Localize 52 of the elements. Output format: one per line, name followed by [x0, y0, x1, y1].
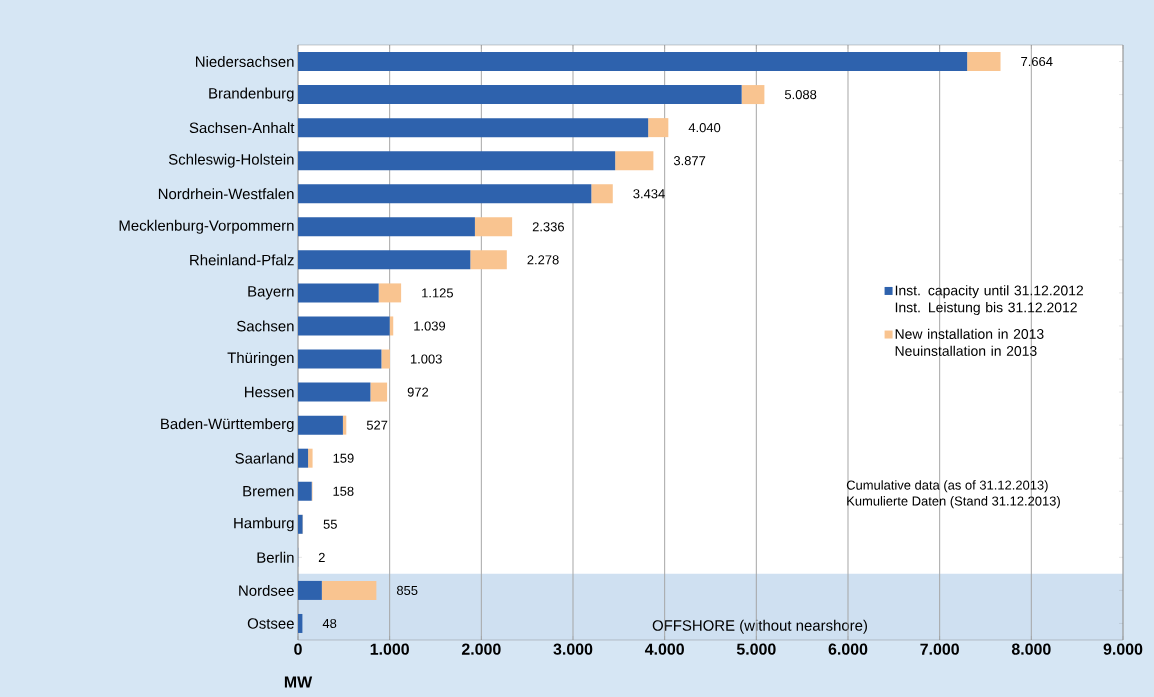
x-tick-label: 7.000	[920, 643, 959, 655]
total-label: 3.434	[633, 189, 665, 199]
y-tick-label: Sachsen	[237, 320, 294, 332]
total-label: 2.336	[532, 222, 564, 232]
x-tick-label: 3.000	[553, 643, 593, 655]
total-label: 1.125	[422, 288, 453, 298]
total-label: 5.088	[784, 89, 817, 100]
x-tick-label: 0	[294, 643, 302, 655]
total-label: 158	[333, 486, 354, 496]
y-tick-label: Sachsen-Anhalt	[189, 122, 295, 134]
legend-label: Inst. capacity until 31.12.2012 Inst. Leistung bis 31.12.2012	[895, 285, 1084, 316]
band-label: OFFSHORE (without nearshore)	[652, 619, 868, 634]
y-tick-label: Bayern	[248, 286, 294, 300]
total-label: 972	[407, 387, 429, 397]
total-label: 4.040	[688, 123, 721, 133]
y-tick-label: Nordsee	[239, 584, 294, 596]
total-label: 55	[323, 519, 337, 529]
x-tick-label: 1.000	[370, 643, 409, 655]
x-tick-label: 8.000	[1011, 643, 1051, 655]
total-label: 527	[366, 420, 388, 430]
y-tick-label: Hessen	[245, 386, 294, 398]
y-tick-label: Bremen	[243, 486, 294, 497]
y-tick-label: Rheinland-Pfalz	[190, 254, 294, 266]
y-tick-label: Nordrhein-Westfalen	[158, 188, 294, 200]
y-tick-label: Thüringen	[227, 352, 294, 366]
x-tick-label: 9.000	[1103, 643, 1143, 655]
y-tick-label: Ostsee	[247, 618, 294, 629]
total-label: 2.278	[527, 255, 559, 265]
y-tick-label: Mecklenburg-Vorpommern	[119, 219, 294, 234]
x-axis-title: MW	[284, 676, 313, 688]
y-tick-label: Niedersachsen	[196, 56, 294, 67]
total-label: 1.003	[410, 354, 442, 364]
x-tick-label: 6.000	[828, 643, 868, 655]
total-label: 1.039	[414, 321, 446, 331]
total-label: 7.664	[1021, 56, 1053, 67]
total-label: 855	[396, 585, 418, 595]
legend-label: New installation in 2013 Neuinstallation in 2013	[895, 328, 1044, 356]
y-tick-label: Brandenburg	[209, 87, 294, 102]
annotation: Kumulierte Daten (Stand 31.12.2013)	[847, 496, 1060, 509]
total-label: 3.877	[673, 156, 706, 166]
total-label: 159	[333, 453, 354, 463]
y-tick-label: Baden-Württemberg	[161, 418, 294, 433]
x-tick-label: 2.000	[461, 643, 501, 655]
total-label: 48	[322, 618, 337, 629]
y-tick-label: Schleswig-Holstein	[168, 153, 294, 168]
x-tick-label: 4.000	[644, 643, 684, 655]
y-tick-label: Saarland	[235, 452, 294, 464]
x-tick-label: 5.000	[736, 643, 776, 655]
annotation: Cumulative data (as of 31.12.2013)	[846, 480, 1048, 493]
total-label: 2	[318, 552, 325, 562]
y-tick-label: Hamburg	[234, 517, 294, 532]
y-tick-label: Berlin	[257, 551, 294, 563]
